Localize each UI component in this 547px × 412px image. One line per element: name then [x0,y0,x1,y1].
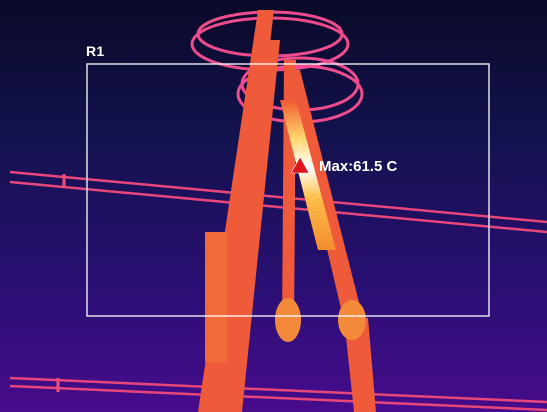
hot-spot-region [280,100,336,250]
roi-box-r1[interactable] [86,63,490,317]
clamp-blobs [275,298,366,342]
max-temperature-readout: Max:61.5 C [319,158,398,175]
conductor-clamp [56,174,66,392]
roi-label: R1 [86,43,105,59]
conductor-lines [9,170,547,412]
max-temperature-marker [290,156,310,174]
